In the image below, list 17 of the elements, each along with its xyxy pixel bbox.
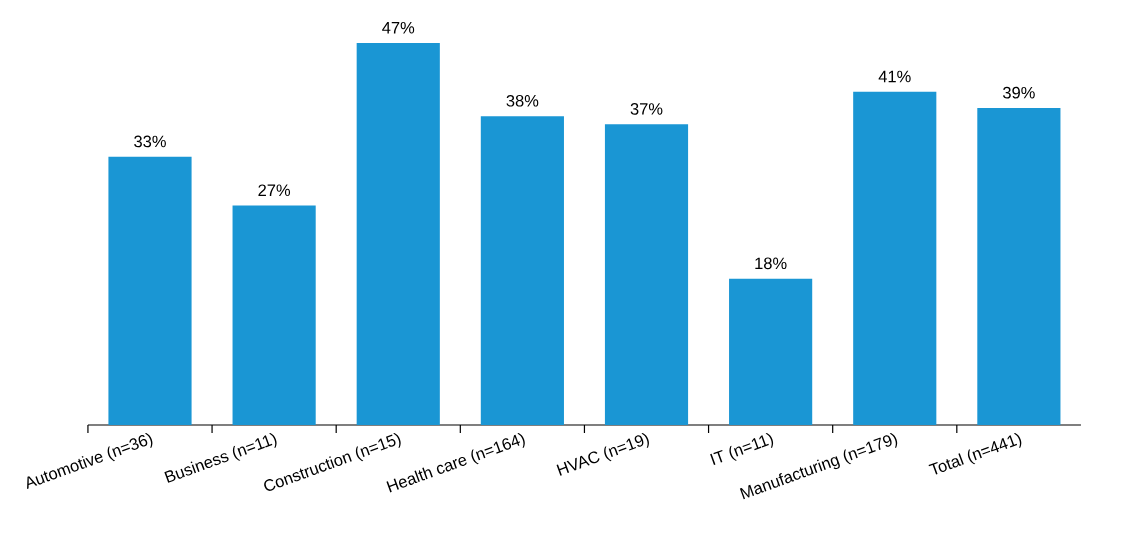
bar [108, 156, 192, 425]
data-label: 47% [382, 21, 415, 34]
data-label: 33% [134, 135, 166, 148]
bar [604, 124, 689, 425]
bar [977, 108, 1061, 425]
data-label: 27% [258, 184, 291, 197]
data-label: 41% [878, 70, 911, 83]
bar [356, 43, 440, 425]
data-label: 37% [630, 103, 663, 115]
bar [853, 91, 937, 425]
data-label: 39% [1002, 86, 1035, 99]
x-tick-label: HVAC (n=19) [556, 432, 649, 476]
bar [729, 278, 813, 425]
bar [480, 116, 564, 425]
data-label: 18% [755, 257, 787, 270]
data-label: 38% [506, 94, 539, 107]
bar [232, 205, 316, 425]
